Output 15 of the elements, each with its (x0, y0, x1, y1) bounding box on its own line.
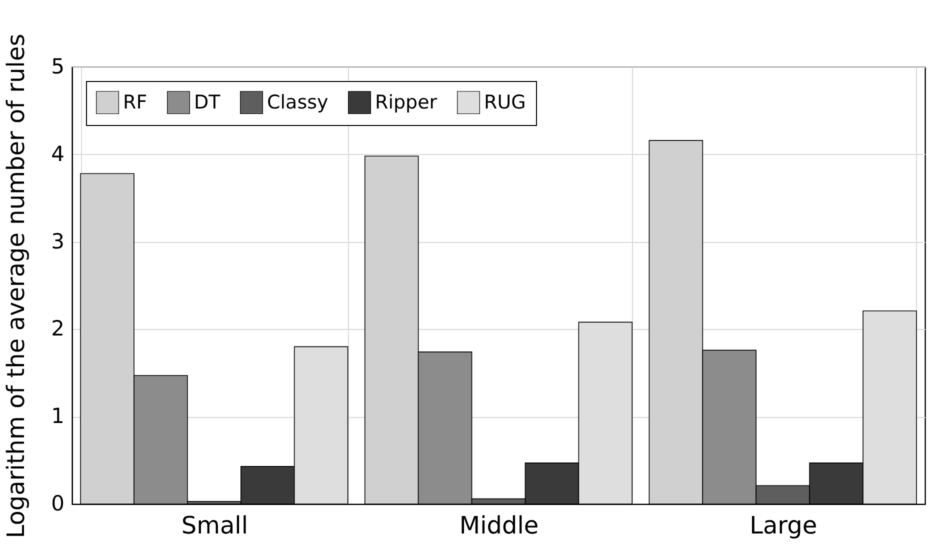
legend-label: Ripper (375, 92, 438, 114)
y-tick-label: 3 (51, 229, 64, 254)
y-tick-label: 5 (51, 54, 64, 78)
y-axis-title: Logarithm of the average number of rules (2, 34, 30, 538)
y-tick-label: 1 (51, 404, 64, 428)
x-tick-label: Small (181, 512, 248, 540)
legend-label: RUG (484, 92, 526, 114)
legend-label: DT (194, 92, 221, 114)
y-tick-label: 2 (51, 316, 64, 341)
legend-label: RF (123, 92, 148, 114)
y-tick-label: 4 (51, 142, 64, 166)
y-tick-label: 0 (51, 492, 64, 516)
x-tick-label: Large (750, 512, 818, 540)
x-tick-label: Middle (459, 512, 539, 540)
legend-label: Classy (267, 92, 328, 114)
